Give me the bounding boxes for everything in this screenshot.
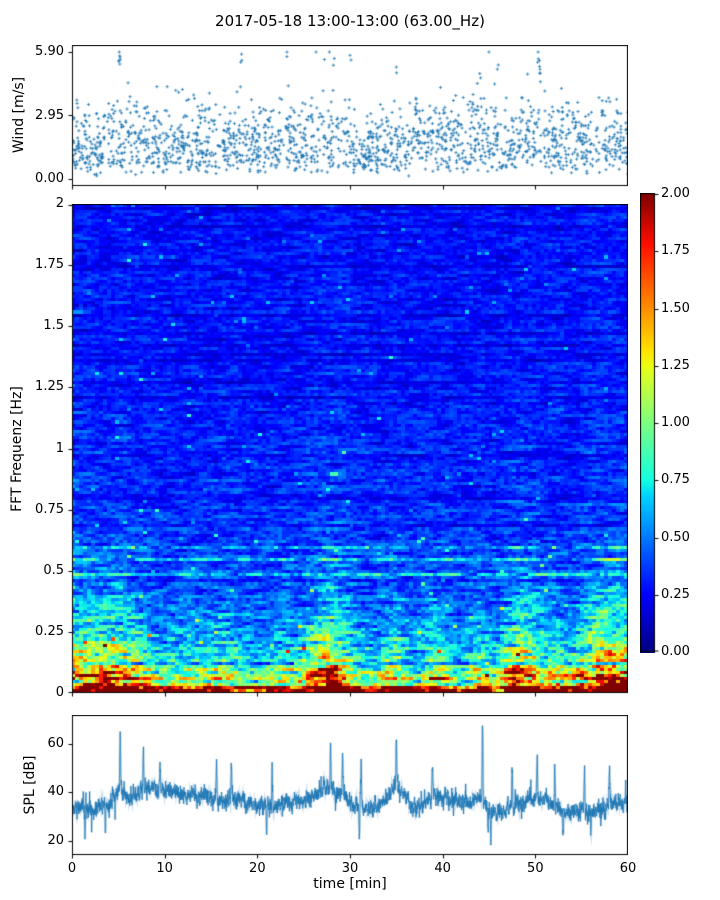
spectrogram-ytick-label: 2: [55, 196, 64, 211]
colorbar-tick-label: 1.50: [661, 300, 690, 316]
figure-title: 2017-05-18 13:00-13:00 (63.00_Hz): [215, 12, 485, 30]
spl-xtick-label: 20: [249, 861, 266, 876]
colorbar-tick-label: 1.75: [661, 243, 690, 259]
colorbar-tick-label: 0.75: [661, 472, 690, 488]
spl-xtick-label: 0: [67, 861, 77, 876]
wind-ytick-label: 2.95: [35, 107, 64, 123]
x-axis-label: time [min]: [313, 876, 387, 892]
spectrogram-ytick-label: 1.25: [35, 379, 64, 395]
spl-xtick-label: 10: [156, 861, 173, 876]
spectrogram-ytick-label: 1: [55, 440, 64, 456]
spectrogram-ytick-label: 0.75: [35, 501, 64, 517]
spectrogram-ytick-label: 0.25: [35, 623, 64, 639]
spl-ytick-label: 60: [47, 735, 64, 751]
colorbar-tick-label: 0.50: [661, 529, 690, 545]
spl-xtick-label: 50: [527, 861, 544, 876]
spl-line-plot: [62, 715, 628, 865]
colorbar: [640, 193, 666, 653]
spectrogram-ytick-label: 0.5: [43, 562, 64, 578]
spl-ytick-label: 20: [47, 832, 64, 848]
colorbar-tick-label: 1.00: [661, 415, 690, 430]
spectrogram-heatmap: [62, 204, 628, 703]
wind-ytick-label: 0.00: [35, 170, 64, 186]
spl-ytick-label: 40: [47, 784, 64, 800]
colorbar-tick-label: 2.00: [661, 186, 690, 201]
wind-ytick-label: 5.90: [35, 44, 64, 60]
spectrogram-ytick-label: 1.75: [35, 257, 64, 273]
colorbar-tick-label: 1.25: [661, 357, 690, 373]
spl-xtick-label: 60: [619, 861, 637, 876]
spectrogram-ytick-label: 0: [55, 685, 64, 700]
colorbar-tick-label: 0.25: [661, 586, 690, 602]
colorbar-tick-label: 0.00: [661, 644, 690, 659]
spectrogram-ytick-label: 1.5: [43, 318, 64, 334]
spl-xtick-label: 40: [434, 861, 451, 876]
wind-scatter-plot: [62, 45, 628, 197]
spl-xtick-label: 30: [341, 861, 359, 876]
